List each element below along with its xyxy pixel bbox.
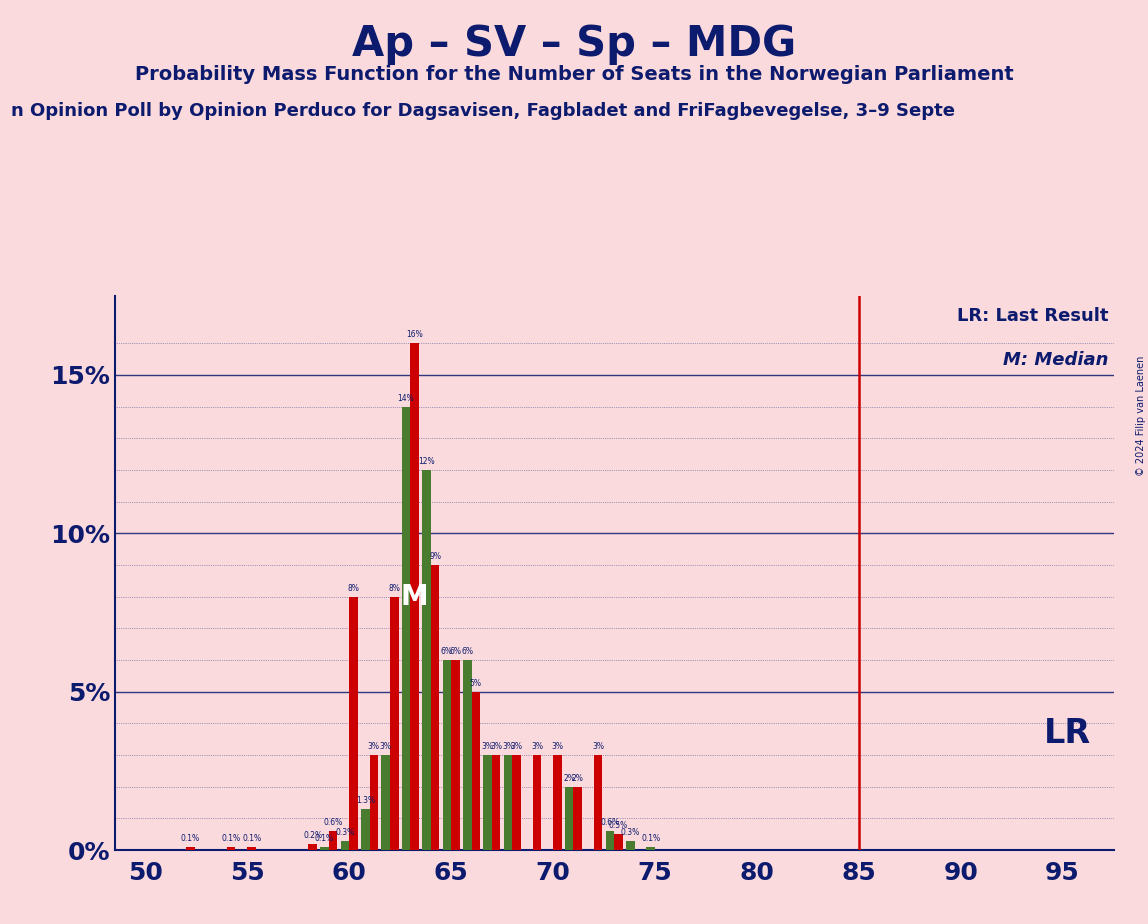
Text: 6%: 6%	[441, 647, 452, 656]
Text: 0.1%: 0.1%	[222, 834, 241, 843]
Bar	[573, 786, 582, 850]
Bar	[360, 808, 370, 850]
Bar	[370, 755, 378, 850]
Bar	[565, 786, 573, 850]
Bar	[553, 755, 561, 850]
Bar	[341, 841, 349, 850]
Text: 3%: 3%	[551, 742, 564, 751]
Bar	[606, 831, 614, 850]
Text: 6%: 6%	[461, 647, 473, 656]
Text: 3%: 3%	[367, 742, 380, 751]
Bar	[463, 660, 472, 850]
Text: 8%: 8%	[348, 584, 359, 593]
Text: 0.5%: 0.5%	[608, 821, 628, 831]
Text: 2%: 2%	[572, 774, 583, 783]
Text: 0.1%: 0.1%	[315, 834, 334, 843]
Text: 0.2%: 0.2%	[303, 831, 323, 840]
Bar	[491, 755, 501, 850]
Text: 0.6%: 0.6%	[600, 819, 620, 827]
Text: 3%: 3%	[380, 742, 391, 751]
Bar	[626, 841, 635, 850]
Bar	[309, 844, 317, 850]
Bar	[381, 755, 390, 850]
Bar	[349, 597, 358, 850]
Bar	[402, 407, 410, 850]
Text: 9%: 9%	[429, 553, 441, 561]
Text: n Opinion Poll by Opinion Perduco for Dagsavisen, Fagbladet and FriFagbevegelse,: n Opinion Poll by Opinion Perduco for Da…	[11, 102, 955, 119]
Bar	[504, 755, 512, 850]
Text: 14%: 14%	[397, 394, 414, 403]
Bar	[247, 847, 256, 850]
Text: M: M	[401, 583, 428, 611]
Bar	[483, 755, 491, 850]
Text: 1.3%: 1.3%	[356, 796, 375, 805]
Text: 0.6%: 0.6%	[324, 819, 343, 827]
Text: LR: LR	[1044, 717, 1091, 750]
Text: 2%: 2%	[564, 774, 575, 783]
Bar	[443, 660, 451, 850]
Text: 3%: 3%	[490, 742, 502, 751]
Bar	[320, 847, 328, 850]
Bar	[646, 847, 656, 850]
Text: 3%: 3%	[502, 742, 514, 751]
Text: Probability Mass Function for the Number of Seats in the Norwegian Parliament: Probability Mass Function for the Number…	[134, 65, 1014, 84]
Text: 0.1%: 0.1%	[181, 834, 200, 843]
Bar	[533, 755, 541, 850]
Bar	[422, 470, 430, 850]
Bar	[227, 847, 235, 850]
Bar	[472, 692, 480, 850]
Text: Ap – SV – Sp – MDG: Ap – SV – Sp – MDG	[352, 23, 796, 65]
Text: 6%: 6%	[449, 647, 461, 656]
Text: M: Median: M: Median	[1003, 351, 1109, 369]
Text: 0.3%: 0.3%	[335, 828, 355, 837]
Bar	[512, 755, 521, 850]
Text: LR: Last Result: LR: Last Result	[957, 307, 1109, 324]
Text: 0.1%: 0.1%	[242, 834, 261, 843]
Bar	[614, 834, 622, 850]
Text: 3%: 3%	[530, 742, 543, 751]
Bar	[410, 343, 419, 850]
Text: 16%: 16%	[406, 331, 422, 339]
Text: 3%: 3%	[511, 742, 522, 751]
Text: 12%: 12%	[418, 457, 435, 466]
Bar	[390, 597, 398, 850]
Text: 3%: 3%	[482, 742, 494, 751]
Text: 0.3%: 0.3%	[621, 828, 639, 837]
Bar	[430, 565, 440, 850]
Text: 0.1%: 0.1%	[641, 834, 660, 843]
Bar	[186, 847, 195, 850]
Text: 8%: 8%	[388, 584, 401, 593]
Text: 3%: 3%	[592, 742, 604, 751]
Bar	[451, 660, 459, 850]
Bar	[328, 831, 338, 850]
Bar	[594, 755, 603, 850]
Text: 5%: 5%	[470, 679, 482, 687]
Text: © 2024 Filip van Laenen: © 2024 Filip van Laenen	[1135, 356, 1146, 476]
